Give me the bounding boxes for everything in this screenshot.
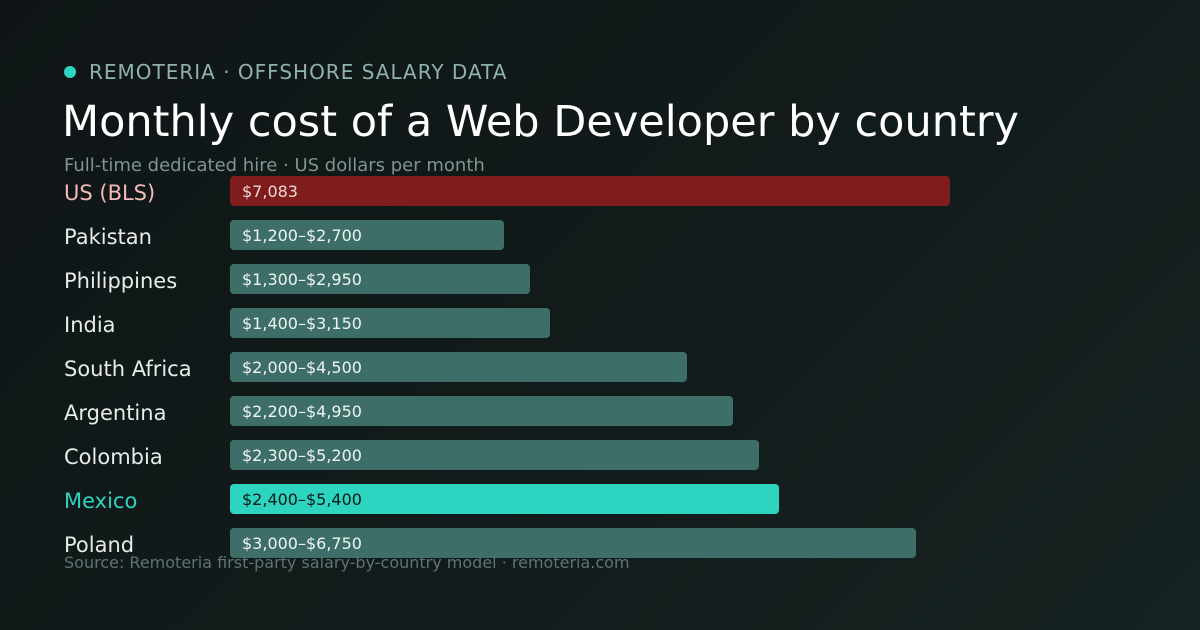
bar-mexico: $2,400–$5,400	[230, 484, 779, 514]
row-label-poland: Poland	[64, 533, 135, 557]
bar-value-label: $2,300–$5,200	[242, 445, 362, 465]
bar-value-label: $2,200–$4,950	[242, 401, 362, 421]
bar-value-label: $2,000–$4,500	[242, 357, 362, 377]
bar-us-bls: $7,083	[230, 176, 950, 206]
bar-value-label: $2,400–$5,400	[242, 489, 362, 509]
bar-south-africa: $2,000–$4,500	[230, 352, 687, 382]
source-note: Source: Remoteria first-party salary-by-…	[64, 553, 630, 572]
bar-india: $1,400–$3,150	[230, 308, 550, 338]
row-label-colombia: Colombia	[64, 445, 163, 469]
bar-colombia: $2,300–$5,200	[230, 440, 759, 470]
row-label-mexico: Mexico	[64, 489, 138, 513]
row-label-argentina: Argentina	[64, 401, 167, 425]
brand-text: REMOTERIA · OFFSHORE SALARY DATA	[89, 60, 508, 84]
bar-poland: $3,000–$6,750	[230, 528, 916, 558]
row-label-us-bls: US (BLS)	[64, 181, 156, 205]
row-label-south-africa: South Africa	[64, 357, 192, 381]
brand-dot-icon	[64, 66, 76, 78]
bar-value-label: $1,400–$3,150	[242, 313, 362, 333]
row-label-philippines: Philippines	[64, 269, 178, 293]
chart-title: Monthly cost of a Web Developer by count…	[62, 97, 1019, 147]
bar-philippines: $1,300–$2,950	[230, 264, 530, 294]
bar-value-label: $1,300–$2,950	[242, 269, 362, 289]
bar-value-label: $1,200–$2,700	[242, 225, 362, 245]
bar-argentina: $2,200–$4,950	[230, 396, 733, 426]
brand-line: REMOTERIA · OFFSHORE SALARY DATA	[64, 60, 507, 84]
row-label-india: India	[64, 313, 116, 337]
bar-pakistan: $1,200–$2,700	[230, 220, 504, 250]
chart-subtitle: Full-time dedicated hire · US dollars pe…	[64, 155, 485, 176]
bar-value-label: $3,000–$6,750	[242, 533, 362, 553]
bar-value-label: $7,083	[242, 181, 298, 201]
row-label-pakistan: Pakistan	[64, 225, 152, 249]
